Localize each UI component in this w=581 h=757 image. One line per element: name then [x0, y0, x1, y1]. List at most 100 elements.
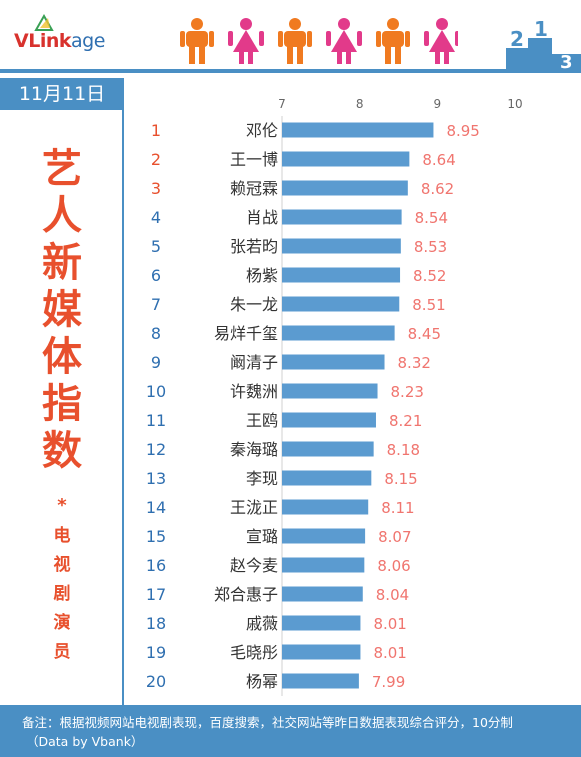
date-badge: 11月11日: [0, 78, 124, 110]
bar: [282, 644, 361, 660]
bar: [282, 354, 385, 370]
title-char: 数: [42, 428, 82, 474]
title-char: 新: [42, 240, 82, 286]
category-label: 邓伦: [246, 121, 278, 140]
rank-label: 14: [146, 498, 166, 517]
category-label: 王鸥: [246, 411, 278, 430]
rank-label: 11: [146, 411, 166, 430]
x-tick-label: 9: [434, 97, 442, 111]
bar: [282, 325, 395, 341]
rank-label: 2: [151, 150, 161, 169]
bar: [282, 441, 374, 457]
data-label: 8.52: [413, 267, 446, 285]
person-male-icon: [180, 18, 214, 64]
category-label: 李现: [246, 469, 278, 488]
bar: [282, 528, 366, 544]
footer-note: 备注：根据视频网站电视剧表现，百度搜索，社交网站等昨日数据表现综合评分，10分制…: [0, 705, 581, 757]
rank-label: 5: [151, 237, 161, 256]
data-label: 8.53: [414, 238, 447, 256]
x-tick-label: 8: [356, 97, 364, 111]
title-char: 体: [42, 334, 82, 380]
bar: [282, 296, 400, 312]
rank-label: 4: [151, 208, 161, 227]
person-female-icon: [424, 18, 458, 64]
rank-label: 10: [146, 382, 166, 401]
subtitle-char: 演: [53, 613, 71, 633]
logo: VLinkage: [14, 30, 105, 52]
data-label: 8.45: [408, 325, 441, 343]
rank-label: 3: [151, 179, 161, 198]
data-label: 8.54: [415, 209, 448, 227]
data-label: 8.15: [384, 470, 417, 488]
rank-label: 8: [151, 324, 161, 343]
x-tick-label: 7: [278, 97, 286, 111]
data-label: 8.11: [381, 499, 414, 517]
bar: [282, 615, 361, 631]
category-label: 宣璐: [246, 527, 278, 546]
data-label: 8.64: [422, 151, 455, 169]
rank-label: 1: [151, 121, 161, 140]
rank-label: 17: [146, 585, 166, 604]
bar: [282, 412, 376, 428]
podium-icon: 2 1 3: [506, 18, 581, 70]
logo-mark-icon: [34, 14, 54, 31]
title-char: 指: [42, 381, 82, 427]
category-label: 阚清子: [230, 353, 278, 372]
ranking-chart: 7 8 9 10 1 邓伦 8.95 2 王一博 8.64 3 赖冠霖 8.62 4 肖战 8.54 5 张若昀 8…: [146, 97, 523, 696]
data-label: 8.23: [391, 383, 424, 401]
category-label: 王一博: [230, 150, 278, 169]
bar: [282, 267, 401, 283]
category-label: 毛晓彤: [230, 643, 278, 662]
data-label: 8.51: [412, 296, 445, 314]
data-label: 8.01: [373, 644, 406, 662]
category-label: 许魏洲: [230, 382, 278, 401]
data-label: 8.04: [376, 586, 409, 604]
svg-text:3: 3: [560, 52, 573, 70]
category-label: 戚薇: [246, 614, 278, 633]
title-char: 艺: [42, 146, 82, 192]
bar: [282, 122, 434, 138]
rank-label: 15: [146, 527, 166, 546]
bar: [282, 557, 365, 573]
rank-label: 18: [146, 614, 166, 633]
page-title: 艺 人 新 媒 体 指 数: [0, 146, 124, 475]
person-female-icon: [326, 18, 362, 64]
subtitle-char: 员: [53, 642, 71, 662]
footer-line-1: 备注：根据视频网站电视剧表现，百度搜索，社交网站等昨日数据表现综合评分，10分制: [22, 715, 513, 730]
data-label: 8.06: [377, 557, 410, 575]
bar: [282, 180, 408, 196]
subtitle-char: 视: [53, 555, 71, 575]
subtitle-char: 电: [53, 526, 71, 546]
category-label: 杨幂: [246, 672, 278, 691]
data-label: 8.95: [446, 122, 479, 140]
category-label: 赖冠霖: [230, 179, 278, 198]
svg-text:2: 2: [510, 27, 524, 51]
header: VLinkage: [0, 0, 581, 70]
title-asterisk: *: [57, 495, 67, 516]
category-label: 易烊千玺: [214, 324, 278, 343]
x-tick-label: 10: [507, 97, 522, 111]
data-label: 8.21: [389, 412, 422, 430]
category-label: 朱一龙: [230, 295, 278, 314]
data-label: 7.99: [372, 673, 405, 691]
title-char: 人: [42, 193, 82, 239]
bar: [282, 151, 410, 167]
category-label: 肖战: [246, 208, 278, 227]
bar: [282, 499, 369, 515]
rank-label: 16: [146, 556, 166, 575]
rank-label: 19: [146, 643, 166, 662]
rank-label: 12: [146, 440, 166, 459]
header-divider: [0, 69, 581, 73]
bar: [282, 238, 401, 254]
category-label: 郑合惠子: [214, 585, 278, 604]
category-label: 王泷正: [230, 498, 278, 517]
rank-label: 20: [146, 672, 166, 691]
subtitle-char: 剧: [53, 584, 71, 604]
category-label: 张若昀: [230, 237, 278, 256]
bar: [282, 673, 359, 689]
data-label: 8.62: [421, 180, 454, 198]
bar: [282, 470, 372, 486]
bar: [282, 586, 363, 602]
data-label: 8.32: [398, 354, 431, 372]
data-label: 8.18: [387, 441, 420, 459]
